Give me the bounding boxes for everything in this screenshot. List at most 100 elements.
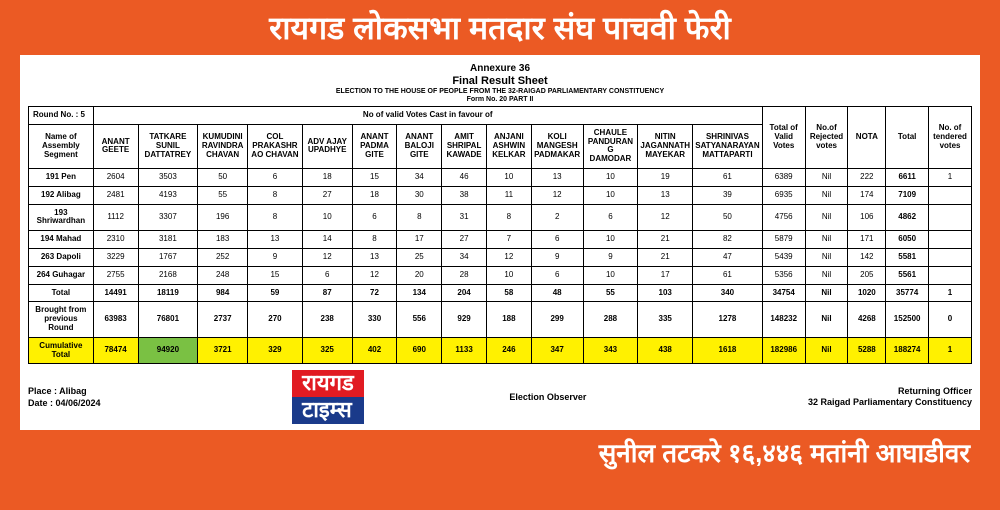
data-cell: 8	[397, 204, 442, 231]
data-cell: Nil	[805, 302, 848, 337]
data-cell: 12	[302, 248, 352, 266]
data-cell: 8	[248, 204, 303, 231]
data-cell: 94920	[138, 337, 198, 364]
data-cell: 174	[848, 186, 886, 204]
data-cell: 82	[693, 231, 763, 249]
data-cell: 2310	[93, 231, 138, 249]
table-row: 191 Pen260435035061815344610131019616389…	[29, 168, 972, 186]
data-cell: 188	[486, 302, 531, 337]
data-cell: 9	[531, 248, 583, 266]
round-label: Round No. : 5	[29, 107, 94, 125]
data-cell: Nil	[805, 231, 848, 249]
col-c5: ADV AJAY UPADHYE	[302, 124, 352, 168]
data-cell: 2	[531, 204, 583, 231]
data-cell: 0	[929, 302, 972, 337]
data-cell: 4862	[886, 204, 929, 231]
data-cell: 13	[638, 186, 693, 204]
data-cell: 34754	[762, 284, 805, 302]
data-cell: 25	[397, 248, 442, 266]
data-cell: 7	[486, 231, 531, 249]
col-c10: KOLI MANGESH PADMAKAR	[531, 124, 583, 168]
results-table: Round No. : 5 No of valid Votes Cast in …	[28, 106, 972, 364]
data-cell: 340	[693, 284, 763, 302]
data-cell: 14	[302, 231, 352, 249]
col-c6: ANANT PADMA GITE	[352, 124, 397, 168]
data-cell: 288	[583, 302, 638, 337]
data-cell: 35774	[886, 284, 929, 302]
data-cell: 30	[397, 186, 442, 204]
data-cell: 2168	[138, 266, 198, 284]
data-cell: 10	[583, 231, 638, 249]
votes-span-label: No of valid Votes Cast in favour of	[93, 107, 762, 125]
table-row: 193 Shriwardhan1112330719681068318261250…	[29, 204, 972, 231]
segment-cell: 264 Guhagar	[29, 266, 94, 284]
form-sub: Form No. 20 PART II	[28, 96, 972, 103]
result-panel: Annexure 36 Final Result Sheet ELECTION …	[20, 55, 980, 430]
data-cell: Nil	[805, 204, 848, 231]
data-cell: 330	[352, 302, 397, 337]
data-cell: 4268	[848, 302, 886, 337]
data-cell: 27	[442, 231, 487, 249]
data-cell: 329	[248, 337, 303, 364]
data-cell: 9	[248, 248, 303, 266]
place-label: Place : Alibag	[28, 385, 208, 398]
data-cell: 34	[442, 248, 487, 266]
data-cell: 18	[302, 168, 352, 186]
col-c8: AMIT SHRIPAL KAWADE	[442, 124, 487, 168]
page-root: रायगड लोकसभा मतदार संघ पाचवी फेरी Annexu…	[0, 0, 1000, 510]
data-cell: 5439	[762, 248, 805, 266]
data-cell: 14491	[93, 284, 138, 302]
observer-label: Election Observer	[448, 392, 648, 402]
data-cell: 1	[929, 337, 972, 364]
data-cell: 46	[442, 168, 487, 186]
data-cell: 1618	[693, 337, 763, 364]
data-cell: Nil	[805, 266, 848, 284]
data-cell: 21	[638, 248, 693, 266]
col-c2: TATKARE SUNIL DATTATREY	[138, 124, 198, 168]
data-cell: 1133	[442, 337, 487, 364]
date-label: Date : 04/06/2024	[28, 397, 208, 410]
data-cell: 15	[248, 266, 303, 284]
data-cell: 21	[638, 231, 693, 249]
data-cell: 205	[848, 266, 886, 284]
data-cell	[929, 186, 972, 204]
col-c1: ANANT GEETE	[93, 124, 138, 168]
col-c12: NITIN JAGANNATH MAYEKAR	[638, 124, 693, 168]
data-cell: 6611	[886, 168, 929, 186]
data-cell: 19	[638, 168, 693, 186]
data-cell: 343	[583, 337, 638, 364]
logo-bot: टाइम्स	[292, 397, 364, 424]
row-cumulative: Cumulative Total784749492037213293254026…	[29, 337, 972, 364]
col-c3: KUMUDINI RAVINDRA CHAVAN	[198, 124, 248, 168]
data-cell: 1278	[693, 302, 763, 337]
data-cell: 28	[442, 266, 487, 284]
data-cell: 252	[198, 248, 248, 266]
data-cell: 17	[397, 231, 442, 249]
ro-constituency: 32 Raigad Parliamentary Constituency	[732, 397, 972, 409]
data-cell: 347	[531, 337, 583, 364]
row-brought: Brought from previous Round6398376801273…	[29, 302, 972, 337]
data-cell: 15	[352, 168, 397, 186]
data-cell: 38	[442, 186, 487, 204]
data-cell: 10	[583, 168, 638, 186]
data-cell: 3181	[138, 231, 198, 249]
data-cell: 438	[638, 337, 693, 364]
banner-top: रायगड लोकसभा मतदार संघ पाचवी फेरी	[2, 2, 998, 55]
col-c13: SHRINIVAS SATYANARAYAN MATTAPARTI	[693, 124, 763, 168]
col-total: Total	[886, 107, 929, 169]
logo-top: रायगड	[292, 370, 364, 397]
data-cell: 55	[583, 284, 638, 302]
data-cell: 6	[583, 204, 638, 231]
data-cell: 5288	[848, 337, 886, 364]
segment-cell: 193 Shriwardhan	[29, 204, 94, 231]
segment-cell: Total	[29, 284, 94, 302]
col-tendered: No. of tendered votes	[929, 107, 972, 169]
data-cell: 58	[486, 284, 531, 302]
data-cell: 6	[531, 231, 583, 249]
data-cell: 55	[198, 186, 248, 204]
data-cell: 690	[397, 337, 442, 364]
data-cell: 2604	[93, 168, 138, 186]
data-cell: 103	[638, 284, 693, 302]
data-cell: 183	[198, 231, 248, 249]
col-c4: COL PRAKASHRAO CHAVAN	[248, 124, 303, 168]
